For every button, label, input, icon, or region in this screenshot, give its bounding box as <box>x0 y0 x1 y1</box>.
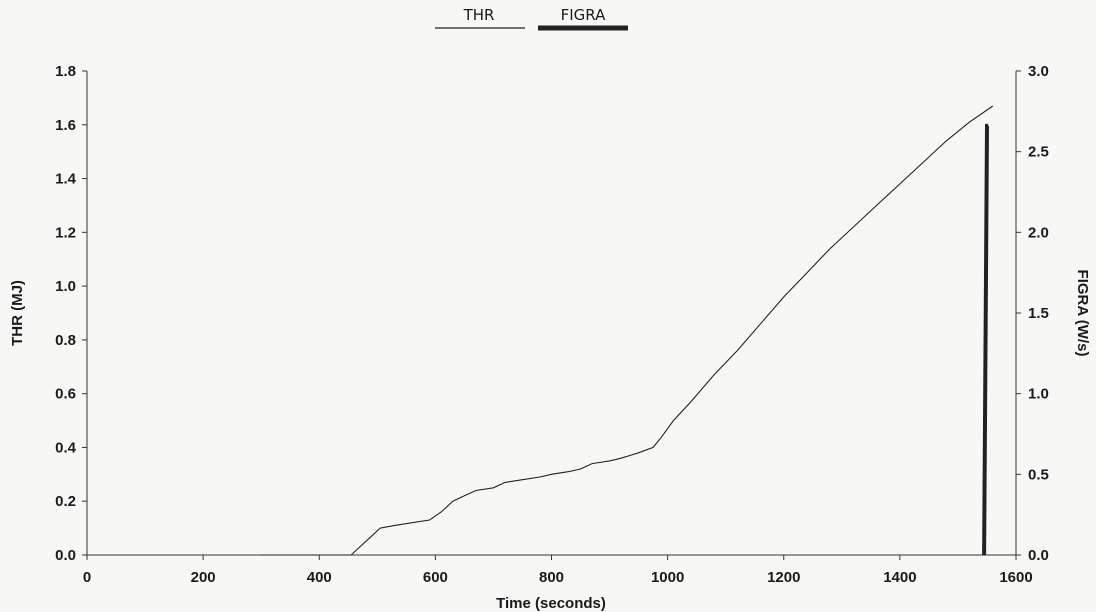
x-tick-label: 1200 <box>767 569 800 586</box>
y-right-ticks: 0.0 0.5 1.0 1.5 2.0 2.5 3.0 <box>1016 63 1049 564</box>
legend-label-thr: THR <box>463 6 495 24</box>
x-tick-label: 1600 <box>999 569 1032 586</box>
series-line-figra <box>982 123 989 556</box>
y-right-axis-title: FIGRA (W/s) <box>1074 270 1091 357</box>
y-right-tick-label: 1.5 <box>1028 305 1049 322</box>
y-left-axis-title: THR (MJ) <box>9 280 26 346</box>
y-left-tick-label: 0.2 <box>55 493 76 510</box>
series-line-thr <box>261 105 994 556</box>
y-right-tick-label: 3.0 <box>1028 63 1049 80</box>
x-ticks: 0 200 400 600 800 1000 1200 1400 1600 <box>83 555 1033 586</box>
x-tick-label: 1000 <box>651 569 684 586</box>
y-right-tick-label: 2.0 <box>1028 224 1049 241</box>
x-tick-label: 800 <box>539 569 564 586</box>
x-tick-label: 600 <box>423 569 448 586</box>
y-right-tick-label: 0.0 <box>1028 547 1049 564</box>
y-left-tick-label: 0.6 <box>55 386 76 403</box>
x-axis-title: Time (seconds) <box>496 595 606 612</box>
y-right-tick-label: 1.0 <box>1028 386 1049 403</box>
y-left-tick-label: 0.4 <box>55 439 77 456</box>
y-left-ticks: 0.0 0.2 0.4 0.6 0.8 1.0 1.2 1.4 1.6 1.8 <box>55 63 87 564</box>
legend-label-figra: FIGRA <box>561 6 606 24</box>
series-layer <box>261 105 994 556</box>
y-right-tick-label: 0.5 <box>1028 466 1049 483</box>
y-left-tick-label: 1.0 <box>55 278 76 295</box>
x-tick-label: 400 <box>307 569 332 586</box>
x-tick-label: 0 <box>83 569 91 586</box>
x-tick-label: 200 <box>191 569 216 586</box>
y-left-tick-label: 1.8 <box>55 63 76 80</box>
y-left-tick-label: 0.8 <box>55 332 76 349</box>
y-right-tick-label: 2.5 <box>1028 144 1049 161</box>
y-left-tick-label: 0.0 <box>55 547 76 564</box>
y-left-tick-label: 1.4 <box>55 171 77 188</box>
x-tick-label: 1400 <box>883 569 916 586</box>
y-left-tick-label: 1.2 <box>55 224 76 241</box>
y-left-tick-label: 1.6 <box>55 117 76 134</box>
legend: THR FIGRA <box>435 6 628 31</box>
